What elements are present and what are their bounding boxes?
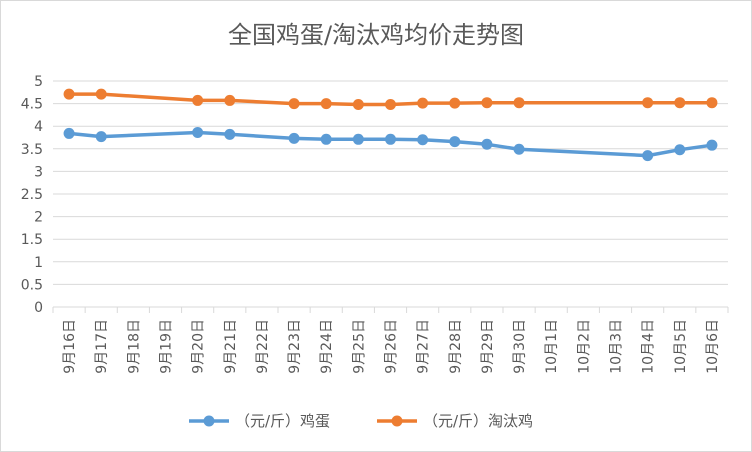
y-tick-label: 4.5 [21, 97, 43, 113]
data-point-series-1 [320, 133, 332, 145]
x-tick-label: 10月4日 [641, 319, 657, 374]
data-point-series-2 [385, 99, 396, 111]
x-tick-label: 10月3日 [609, 319, 625, 374]
data-point-series-2 [192, 94, 204, 106]
y-tick-label: 4 [34, 119, 43, 135]
data-point-series-2 [352, 99, 364, 111]
x-tick-label: 9月29日 [480, 319, 496, 374]
data-point-series-1 [417, 134, 429, 146]
x-tick-label: 9月19日 [159, 319, 175, 374]
y-tick-label: 0 [34, 300, 43, 316]
x-tick-label: 9月21日 [223, 319, 239, 374]
x-tick-label: 9月25日 [351, 319, 367, 374]
data-point-series-2 [417, 97, 429, 109]
data-point-series-1 [674, 144, 686, 156]
y-tick-label: 3 [34, 164, 43, 180]
y-tick-label: 3.5 [21, 142, 43, 158]
x-tick-label: 10月2日 [576, 319, 592, 374]
data-point-series-1 [95, 131, 107, 143]
data-point-series-1 [449, 136, 461, 148]
x-tick-label: 9月26日 [384, 319, 400, 374]
y-tick-label: 2.5 [21, 187, 43, 203]
y-tick-label: 5 [34, 74, 43, 90]
x-tick-label: 9月28日 [448, 319, 464, 374]
data-point-series-1 [63, 127, 75, 139]
data-point-series-2 [288, 98, 300, 110]
data-point-series-2 [642, 97, 654, 109]
legend-label-1: （元/斤）鸡蛋 [235, 412, 330, 430]
data-point-series-2 [320, 98, 332, 110]
x-tick-label: 9月24日 [319, 319, 335, 374]
y-tick-label: 0.5 [21, 277, 43, 293]
data-point-series-1 [642, 150, 654, 162]
y-tick-label: 2 [34, 210, 43, 226]
legend-marker-1 [203, 415, 215, 427]
y-tick-label: 1 [34, 255, 43, 271]
y-tick-label: 1.5 [21, 232, 43, 248]
x-tick-label: 10月5日 [673, 319, 689, 374]
data-point-series-2 [481, 97, 493, 109]
data-point-series-1 [513, 143, 525, 155]
data-point-series-2 [63, 88, 75, 100]
data-point-series-2 [513, 97, 525, 109]
x-tick-label: 9月16日 [62, 319, 78, 374]
data-point-series-2 [95, 88, 107, 100]
data-point-series-2 [706, 97, 718, 109]
data-point-series-1 [352, 133, 364, 145]
x-tick-label: 9月20日 [191, 319, 207, 374]
legend-label-2: （元/斤）淘汰鸡 [423, 412, 533, 430]
data-point-series-1 [288, 132, 300, 144]
x-tick-label: 9月23日 [287, 319, 303, 374]
legend-marker-2 [391, 415, 403, 427]
x-tick-label: 9月27日 [416, 319, 432, 374]
chart-title: 全国鸡蛋/淘汰鸡均价走势图 [227, 21, 525, 49]
data-point-series-2 [674, 97, 686, 109]
data-point-series-2 [224, 94, 236, 106]
x-tick-label: 9月18日 [126, 319, 142, 374]
data-point-series-1 [192, 127, 204, 139]
x-tick-label: 9月17日 [94, 319, 110, 374]
x-tick-label: 9月30日 [512, 319, 528, 374]
x-tick-label: 9月22日 [255, 319, 271, 374]
data-point-series-1 [224, 128, 236, 140]
x-tick-label: 10月6日 [705, 319, 721, 374]
data-point-series-1 [706, 139, 718, 151]
x-tick-label: 10月1日 [544, 319, 560, 374]
data-point-series-1 [385, 133, 396, 145]
data-point-series-1 [481, 138, 493, 150]
data-point-series-2 [449, 97, 461, 109]
